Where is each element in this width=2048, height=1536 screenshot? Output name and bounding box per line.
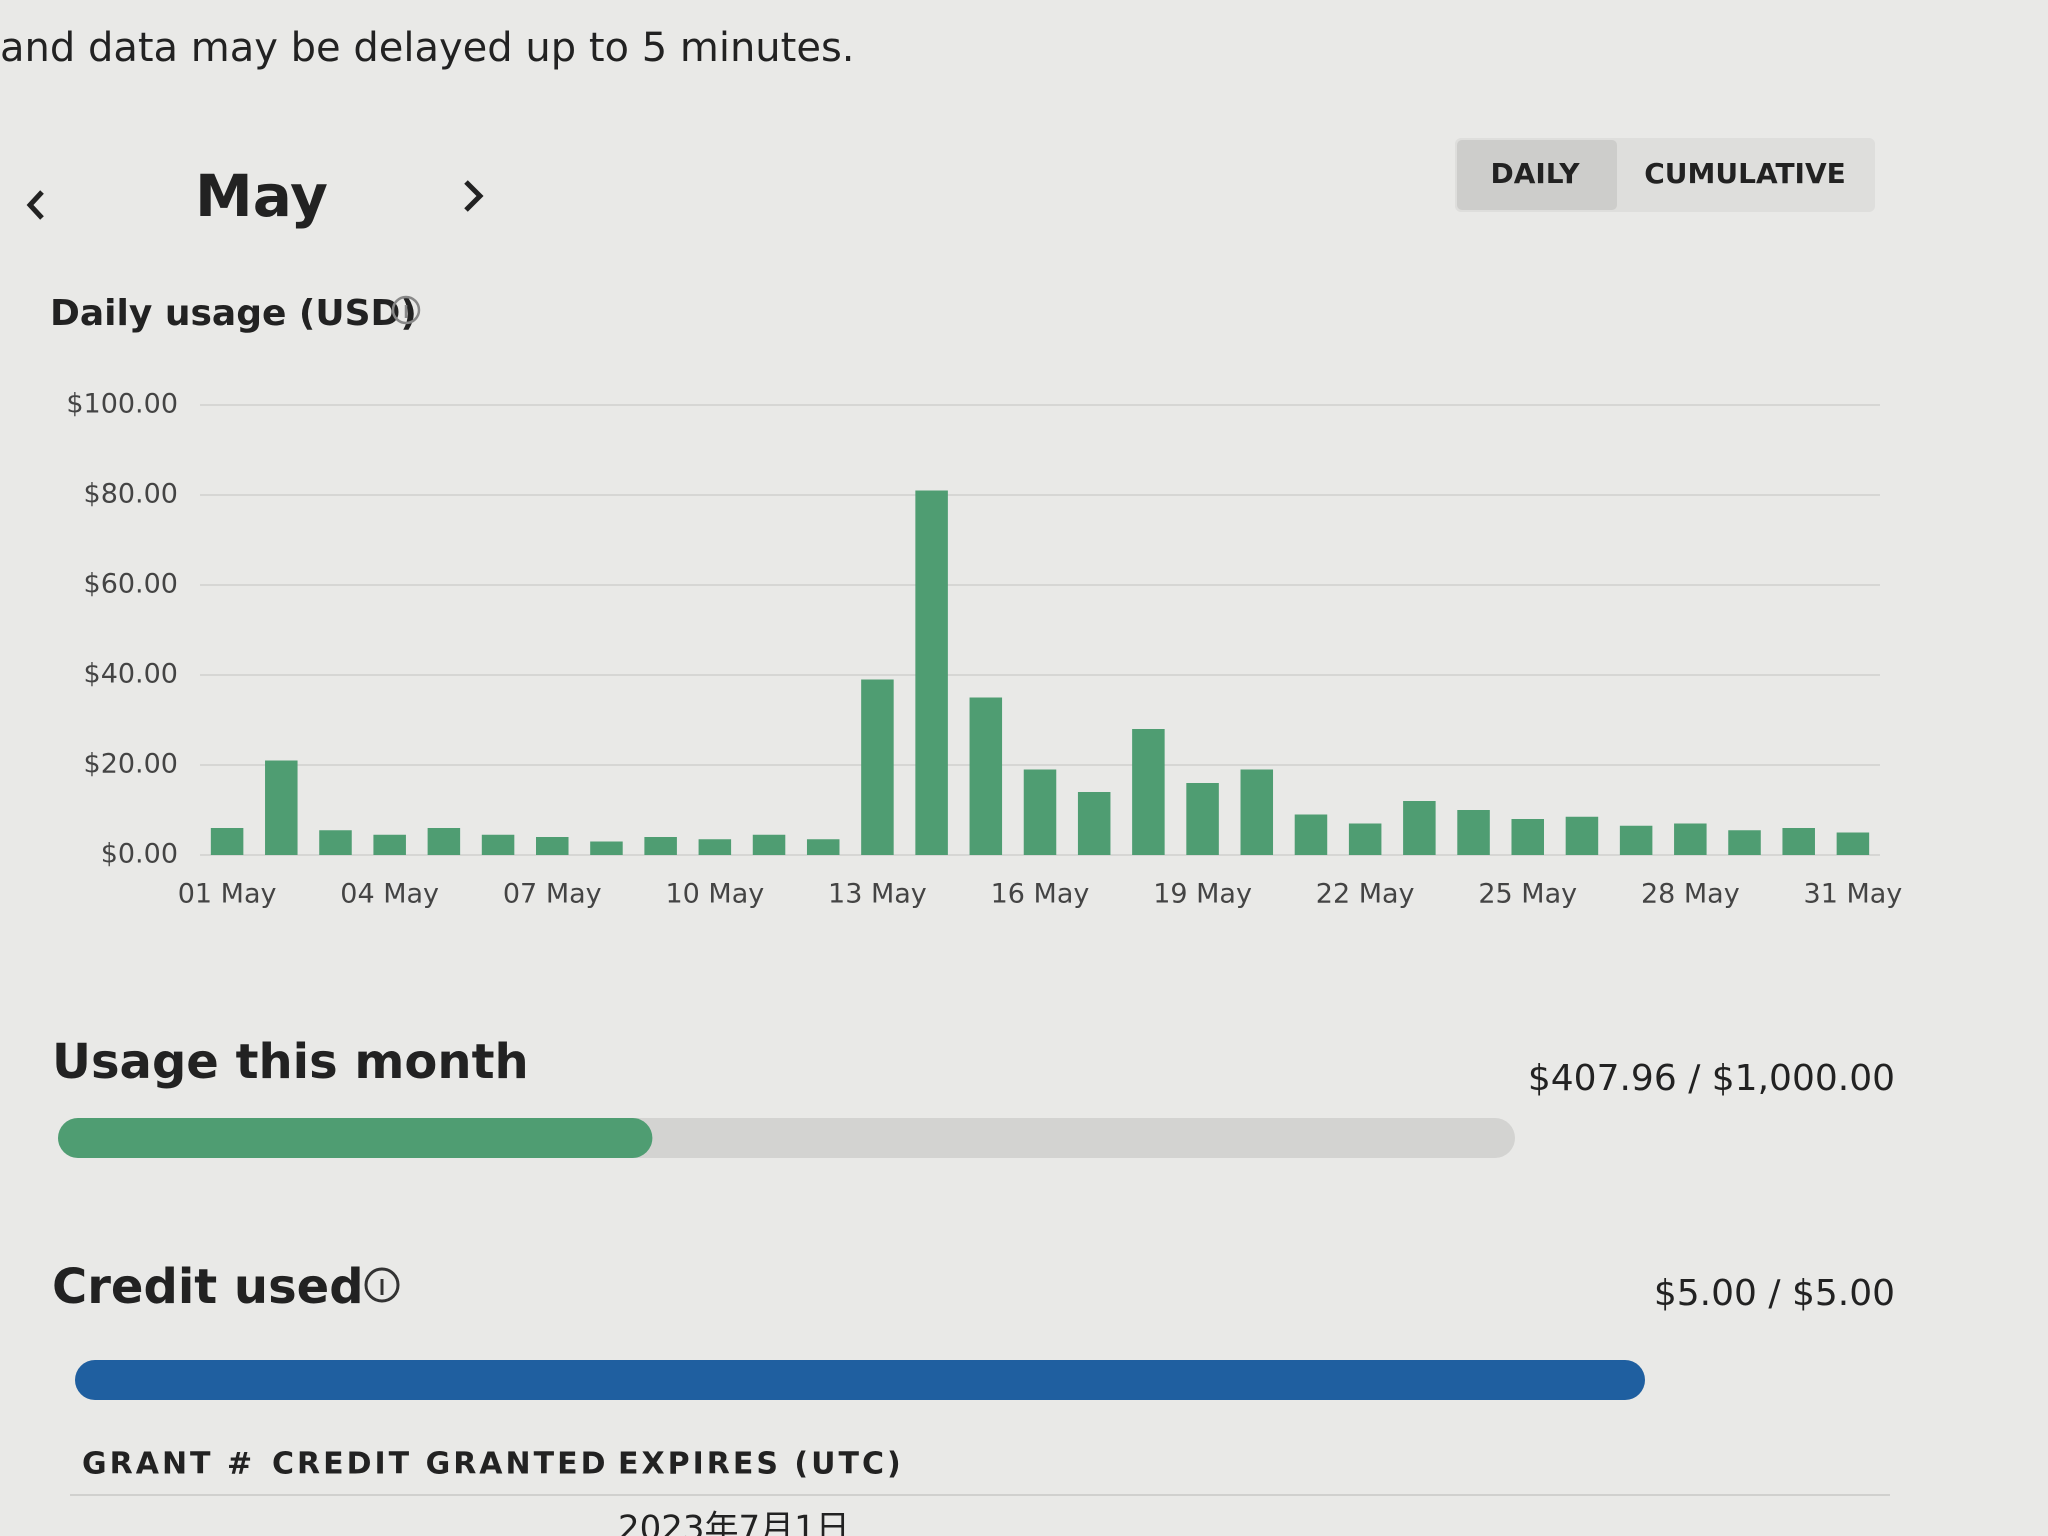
bar [1348,823,1382,855]
y-tick-label: $100.00 [66,389,178,420]
progress-fill [58,1118,653,1158]
bar [698,839,732,855]
x-tick-label: 25 May [1478,879,1577,910]
daily-usage-chart: $0.00 $20.00 $40.00 $60.00 $80.00 $100.00 01 M… [66,389,1902,910]
x-tick-label: 16 May [991,879,1090,910]
y-tick-label: $60.00 [84,569,178,600]
toggle-selected [1457,140,1617,210]
bar [806,839,840,855]
progress-fill [75,1360,1645,1400]
used-label: $5.00 [1654,1273,1757,1314]
bar [915,490,948,855]
bar [644,837,677,855]
bar [861,679,894,855]
x-tick-label: 01 May [178,879,277,910]
next-month[interactable] [464,180,484,212]
bar [1565,816,1599,855]
table-cell: 2023年7月1日 [618,1509,850,1536]
progress-label: $5.00 / $5.00 [1654,1273,1895,1314]
toggle-option[interactable]: DAILY [1490,157,1580,190]
grants-table: GRANT # CREDIT GRANTED EXPIRES (UTC) 2023年7… [70,1447,1890,1536]
x-tick-label: 28 May [1641,879,1740,910]
table-header: CREDIT GRANTED [272,1447,609,1482]
bar [1674,823,1707,855]
bar [373,834,406,855]
info-icon[interactable] [391,295,421,325]
bar [1294,814,1328,855]
bar [265,760,298,855]
x-tick-label: 07 May [503,879,602,910]
bar [319,830,352,855]
bar [1457,810,1490,855]
month-label: May [195,162,328,230]
bar [427,828,461,855]
toggle-option[interactable]: CUMULATIVE [1644,157,1846,190]
bar [752,834,786,855]
prev-month[interactable] [26,190,44,220]
bar [210,828,244,855]
chart-title: Daily usage (USD) [50,293,417,334]
x-tick-label: 13 May [828,879,927,910]
progress-section: Usage this month $407.96 / $1,000.00 Credi… [52,1034,1895,1400]
separator: / [1688,1058,1701,1099]
notice: and data may be delayed up to 5 minutes. [0,25,855,71]
x-tick-label: 22 May [1316,879,1415,910]
bar [536,837,569,855]
progress-label: $407.96 / $1,000.00 [1528,1058,1895,1099]
y-tick-label: $40.00 [84,659,178,690]
view-toggle: DAILY CUMULATIVE [1455,138,1875,212]
bar [1836,832,1870,855]
bar [1023,769,1057,855]
x-tick-label: 31 May [1804,879,1903,910]
bar [1186,783,1219,855]
section-title: Usage this month [52,1034,529,1090]
bar [1132,729,1165,855]
table-header: GRANT # [82,1447,255,1482]
x-tick-label: 19 May [1153,879,1252,910]
limit-label: $5.00 [1792,1273,1895,1314]
y-tick-label: $0.00 [101,839,178,870]
x-tick-label: 04 May [340,879,439,910]
bar [969,697,1003,855]
bar [481,834,515,855]
bar [1403,801,1436,855]
bar [1240,769,1274,855]
used-label: $407.96 [1528,1058,1677,1099]
bar [1077,792,1111,855]
table-header: EXPIRES (UTC) [618,1447,904,1482]
x-tick-label: 10 May [665,879,764,910]
limit-label: $1,000.00 [1712,1058,1895,1099]
bar [1511,819,1544,855]
section-title: Credit used [52,1259,364,1315]
bar [1782,828,1815,855]
separator: / [1768,1273,1781,1314]
credit-info-icon[interactable] [364,1267,400,1303]
bar [1728,830,1761,855]
bar [1619,825,1653,855]
bar [590,841,623,855]
y-tick-label: $80.00 [84,479,178,510]
y-tick-label: $20.00 [84,749,178,780]
